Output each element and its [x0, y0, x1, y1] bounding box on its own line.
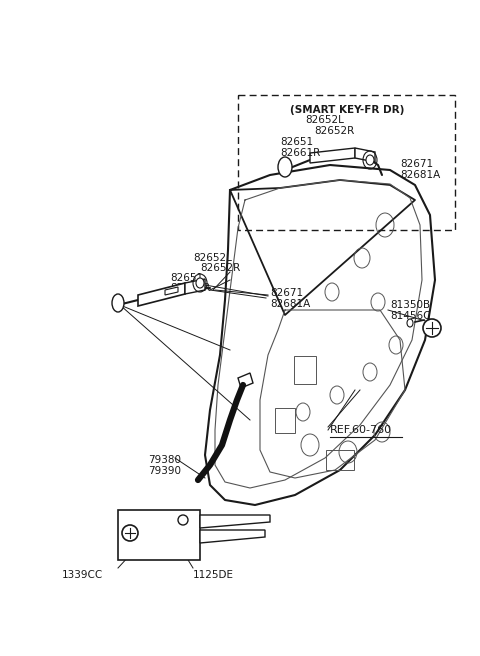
Polygon shape	[118, 510, 200, 560]
Polygon shape	[200, 530, 265, 543]
Text: 79390: 79390	[148, 466, 181, 476]
Text: 82661R: 82661R	[280, 148, 320, 158]
Text: 82652R: 82652R	[314, 126, 354, 136]
Text: 82652L: 82652L	[305, 115, 344, 125]
Bar	[294, 356, 316, 384]
Text: 82652L: 82652L	[193, 253, 232, 263]
Circle shape	[423, 319, 441, 337]
Polygon shape	[355, 148, 375, 162]
Text: 82671: 82671	[270, 288, 303, 298]
Ellipse shape	[278, 157, 292, 177]
Text: 1339CC: 1339CC	[62, 570, 103, 580]
Text: 82671: 82671	[400, 159, 433, 169]
Text: (SMART KEY-FR DR): (SMART KEY-FR DR)	[290, 105, 404, 115]
Text: 1125DE: 1125DE	[193, 570, 234, 580]
Polygon shape	[185, 279, 205, 294]
Ellipse shape	[196, 278, 204, 288]
Polygon shape	[165, 287, 178, 295]
Text: 82652R: 82652R	[200, 263, 240, 273]
Text: 82681A: 82681A	[270, 299, 310, 309]
Text: 82651: 82651	[280, 137, 313, 147]
Bar	[326, 450, 354, 470]
Bar	[238, 95, 455, 230]
Circle shape	[178, 515, 188, 525]
Text: 82651: 82651	[170, 273, 203, 283]
Text: 81456C: 81456C	[390, 311, 431, 321]
Text: 82681A: 82681A	[400, 170, 440, 180]
Polygon shape	[238, 373, 253, 388]
Text: REF.60-760: REF.60-760	[330, 425, 392, 435]
Polygon shape	[310, 148, 355, 163]
Text: 79380: 79380	[148, 455, 181, 465]
Circle shape	[122, 525, 138, 541]
Polygon shape	[138, 283, 185, 306]
Text: 81350B: 81350B	[390, 300, 430, 310]
Polygon shape	[200, 515, 270, 528]
Text: 82661R: 82661R	[170, 283, 210, 293]
Bar	[275, 407, 295, 432]
Ellipse shape	[366, 155, 374, 165]
Ellipse shape	[112, 294, 124, 312]
